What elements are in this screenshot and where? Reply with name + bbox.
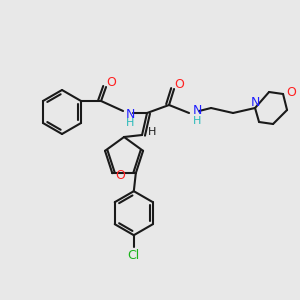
- Text: O: O: [286, 85, 296, 98]
- Text: H: H: [193, 116, 201, 126]
- Text: N: N: [126, 107, 135, 121]
- Text: Cl: Cl: [128, 249, 140, 262]
- Text: O: O: [106, 76, 116, 89]
- Text: O: O: [116, 169, 125, 182]
- Text: H: H: [148, 127, 156, 137]
- Text: N: N: [250, 95, 260, 109]
- Text: N: N: [193, 104, 203, 118]
- Text: O: O: [174, 77, 184, 91]
- Text: H: H: [126, 118, 134, 128]
